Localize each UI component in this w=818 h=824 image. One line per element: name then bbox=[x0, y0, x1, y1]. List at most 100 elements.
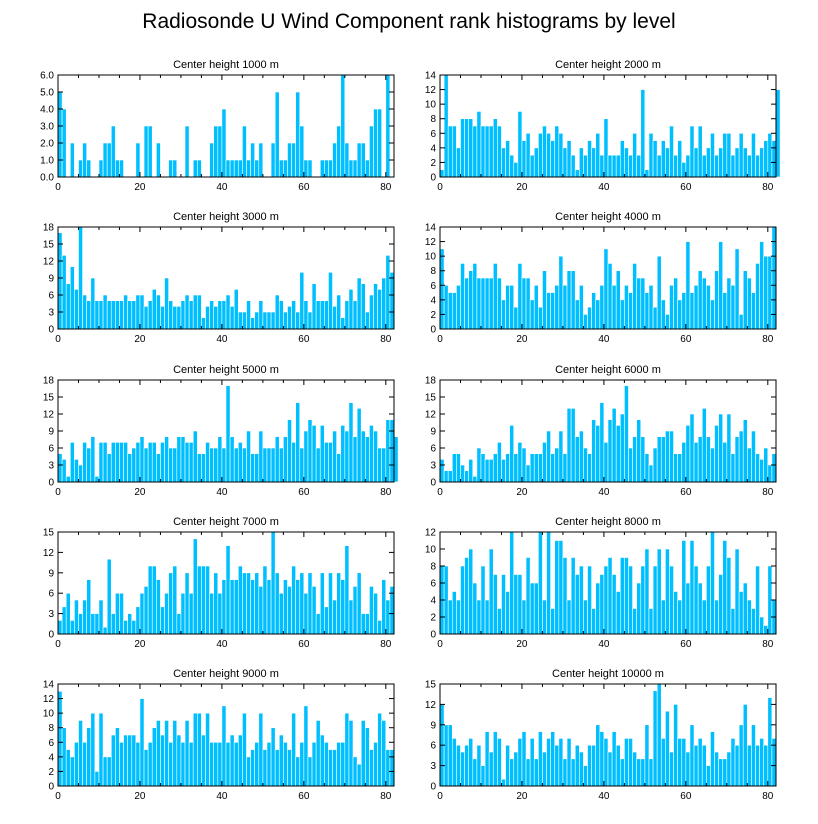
histogram-bar bbox=[365, 159, 370, 178]
histogram-bar bbox=[291, 565, 296, 635]
histogram-bar bbox=[156, 720, 161, 787]
histogram-bar bbox=[607, 419, 613, 483]
histogram-bar bbox=[538, 132, 543, 178]
histogram-bar bbox=[131, 620, 137, 635]
y-tick-label: 3 bbox=[48, 308, 54, 319]
histogram-bar bbox=[681, 442, 687, 483]
histogram-bar bbox=[484, 599, 490, 635]
y-tick-label: 4 bbox=[430, 596, 436, 607]
histogram-bar bbox=[681, 738, 687, 787]
histogram-bar bbox=[360, 142, 366, 178]
x-tick-label: 40 bbox=[216, 334, 228, 345]
histogram-bar bbox=[681, 162, 687, 178]
x-tick-label: 20 bbox=[516, 487, 528, 498]
histogram-bar bbox=[701, 744, 707, 787]
histogram-bar bbox=[529, 582, 535, 635]
histogram-bar bbox=[599, 731, 605, 787]
histogram-bar bbox=[332, 749, 337, 787]
histogram-bar bbox=[439, 248, 445, 330]
histogram-bar bbox=[168, 741, 174, 787]
histogram-bar bbox=[139, 592, 145, 635]
histogram-bar bbox=[718, 758, 724, 787]
histogram-bar bbox=[172, 447, 178, 483]
histogram-bar bbox=[689, 413, 695, 483]
histogram-bar bbox=[180, 741, 186, 787]
y-tick-label: 6.0 bbox=[40, 71, 54, 82]
histogram-bar bbox=[233, 447, 239, 483]
y-tick-label: 2.0 bbox=[40, 139, 54, 150]
histogram-bar bbox=[201, 317, 206, 330]
histogram-bar bbox=[660, 299, 666, 330]
histogram-bar bbox=[562, 758, 568, 787]
histogram-bar bbox=[303, 430, 309, 483]
histogram-bar bbox=[115, 727, 120, 787]
histogram-bar bbox=[225, 385, 231, 483]
y-tick-label: 0 bbox=[430, 630, 436, 641]
histogram-bar bbox=[632, 132, 637, 178]
histogram-bar bbox=[324, 300, 329, 330]
histogram-bar bbox=[184, 442, 190, 483]
histogram-bar bbox=[710, 132, 715, 178]
histogram-bar bbox=[328, 159, 333, 178]
histogram-bar bbox=[102, 294, 108, 330]
histogram-bar bbox=[299, 741, 305, 787]
y-tick-label: 12 bbox=[425, 237, 437, 248]
histogram-bar bbox=[217, 741, 223, 787]
histogram-bar bbox=[176, 436, 182, 483]
histogram-bar bbox=[217, 436, 223, 483]
histogram-bar bbox=[254, 572, 260, 635]
histogram-bar bbox=[197, 453, 202, 483]
histogram-bar bbox=[344, 545, 350, 635]
histogram-bar bbox=[636, 419, 642, 483]
x-tick-label: 40 bbox=[598, 487, 610, 498]
histogram-bar bbox=[505, 284, 510, 330]
histogram-bar bbox=[377, 620, 383, 635]
page-title: Radiosonde U Wind Component rank histogr… bbox=[142, 10, 676, 33]
histogram-bar bbox=[283, 579, 288, 635]
histogram-bar bbox=[767, 255, 773, 330]
y-tick-label: 0 bbox=[48, 630, 54, 641]
histogram-bar bbox=[706, 565, 711, 635]
histogram-bar bbox=[69, 756, 75, 787]
histogram-bar bbox=[274, 436, 280, 483]
histogram-bar bbox=[673, 154, 678, 178]
histogram-bar bbox=[480, 565, 486, 635]
x-tick-label: 0 bbox=[437, 182, 443, 193]
x-tick-label: 60 bbox=[298, 791, 310, 802]
histogram-bar bbox=[456, 599, 461, 635]
histogram-bar bbox=[669, 125, 674, 178]
histogram-bar bbox=[315, 613, 321, 635]
histogram-bar bbox=[640, 758, 646, 787]
histogram-bar bbox=[542, 751, 547, 787]
histogram-bar bbox=[82, 142, 87, 178]
histogram-bar bbox=[636, 758, 642, 787]
histogram-bar bbox=[233, 741, 239, 787]
histogram-bar bbox=[697, 436, 703, 483]
histogram-bar bbox=[143, 447, 149, 483]
histogram-bar bbox=[172, 159, 178, 178]
histogram-bar bbox=[763, 255, 769, 330]
histogram-bar bbox=[115, 300, 120, 330]
histogram-bar bbox=[554, 744, 560, 787]
histogram-bar bbox=[319, 159, 325, 178]
histogram-bar bbox=[295, 402, 301, 483]
histogram-bar bbox=[90, 712, 96, 787]
x-tick-label: 40 bbox=[598, 639, 610, 650]
histogram-bar bbox=[311, 283, 317, 330]
histogram-bar bbox=[722, 292, 728, 330]
histogram-bar bbox=[472, 263, 478, 330]
histogram-bar bbox=[652, 306, 658, 330]
histogram-bar bbox=[583, 154, 588, 178]
histogram-bar bbox=[648, 132, 654, 178]
histogram-bar bbox=[730, 608, 736, 635]
histogram-bar bbox=[652, 140, 658, 178]
histogram-bar bbox=[373, 283, 378, 330]
histogram-bar bbox=[476, 599, 482, 635]
histogram-panel: Center height 2000 m 0 20 40 60 80 0 2 4 6 8 10 12 14 bbox=[425, 59, 781, 193]
histogram-bar bbox=[603, 442, 609, 483]
histogram-bar bbox=[110, 734, 116, 787]
histogram-bar bbox=[472, 125, 478, 178]
histogram-bar bbox=[558, 255, 564, 330]
histogram-bar bbox=[529, 738, 535, 787]
histogram-bar bbox=[669, 284, 674, 330]
